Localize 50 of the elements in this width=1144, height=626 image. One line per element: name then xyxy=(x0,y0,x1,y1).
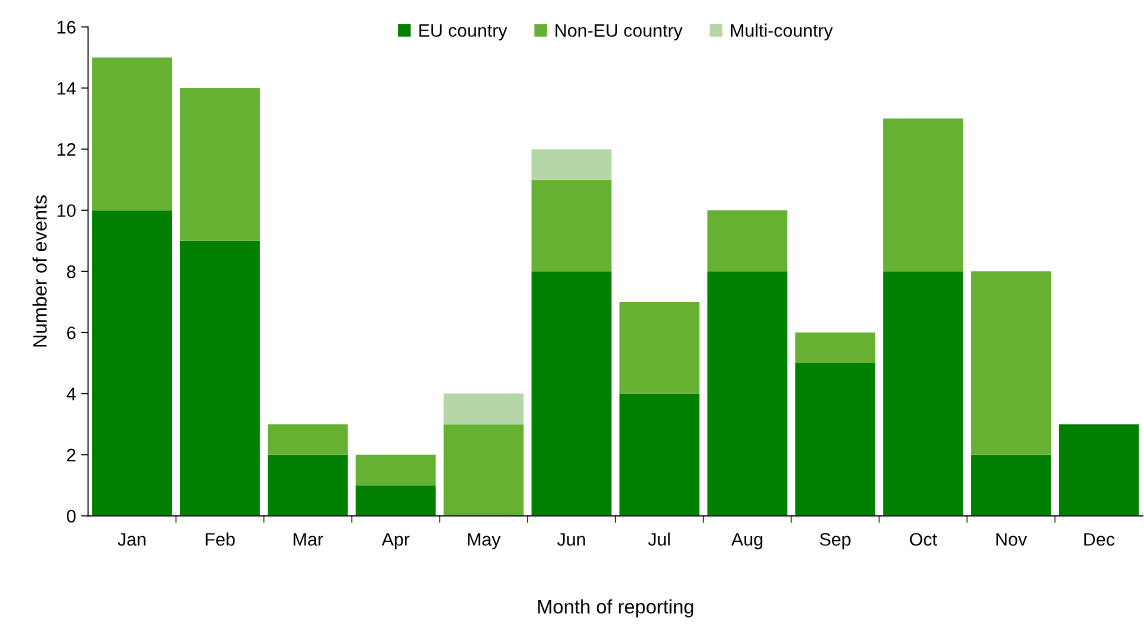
bar xyxy=(883,271,964,516)
bar xyxy=(179,240,260,516)
bar xyxy=(92,210,173,516)
y-tick-label: 10 xyxy=(57,204,76,217)
x-tick-label: Aug xyxy=(731,533,763,550)
bar xyxy=(795,363,876,516)
x-tick-label: Dec xyxy=(1084,533,1115,546)
x-tick-label: Sep xyxy=(819,532,851,550)
bar xyxy=(531,149,612,180)
y-axis-title: Number of events xyxy=(32,195,47,347)
x-tick-label: Mar xyxy=(293,533,324,546)
x-tick-label: May xyxy=(468,533,501,550)
x-axis-title: Month of reporting xyxy=(538,599,694,618)
bar xyxy=(883,118,964,272)
bar xyxy=(443,424,524,516)
bar xyxy=(443,393,524,425)
x-tick-label: Apr xyxy=(381,533,410,550)
x-tick-label: Nov xyxy=(996,533,1027,546)
x-tick-label: Jul xyxy=(648,532,670,546)
y-tick-label: 6 xyxy=(67,326,76,340)
bar xyxy=(355,485,436,516)
bar xyxy=(267,424,348,455)
y-tick-label: 0 xyxy=(66,509,76,523)
x-tick-label: Feb xyxy=(205,532,235,546)
legend-label: Non-EU country xyxy=(555,24,683,41)
x-tick-label: Jan xyxy=(117,533,146,546)
legend-label: EU country xyxy=(419,24,508,41)
bar xyxy=(971,454,1051,516)
bar xyxy=(267,454,348,516)
bar xyxy=(92,57,173,211)
bar xyxy=(707,271,788,516)
y-tick-label: 16 xyxy=(57,20,76,34)
bar xyxy=(619,301,700,394)
y-tick-label: 8 xyxy=(67,265,76,279)
bar xyxy=(707,210,788,272)
bar xyxy=(531,179,612,272)
y-tick-label: 14 xyxy=(57,82,76,95)
bar xyxy=(179,88,260,241)
y-tick-label: 2 xyxy=(67,448,76,462)
bar xyxy=(1058,424,1139,516)
bar xyxy=(531,271,612,516)
bar xyxy=(619,393,700,516)
x-tick-label: Jun xyxy=(557,533,585,546)
bar xyxy=(971,271,1051,455)
x-tick-label: Oct xyxy=(909,532,938,546)
legend-label: Multi-country xyxy=(731,23,833,41)
bar xyxy=(795,332,876,364)
y-tick-label: 4 xyxy=(66,387,76,401)
bar xyxy=(355,454,436,486)
y-tick-label: 12 xyxy=(57,143,76,156)
